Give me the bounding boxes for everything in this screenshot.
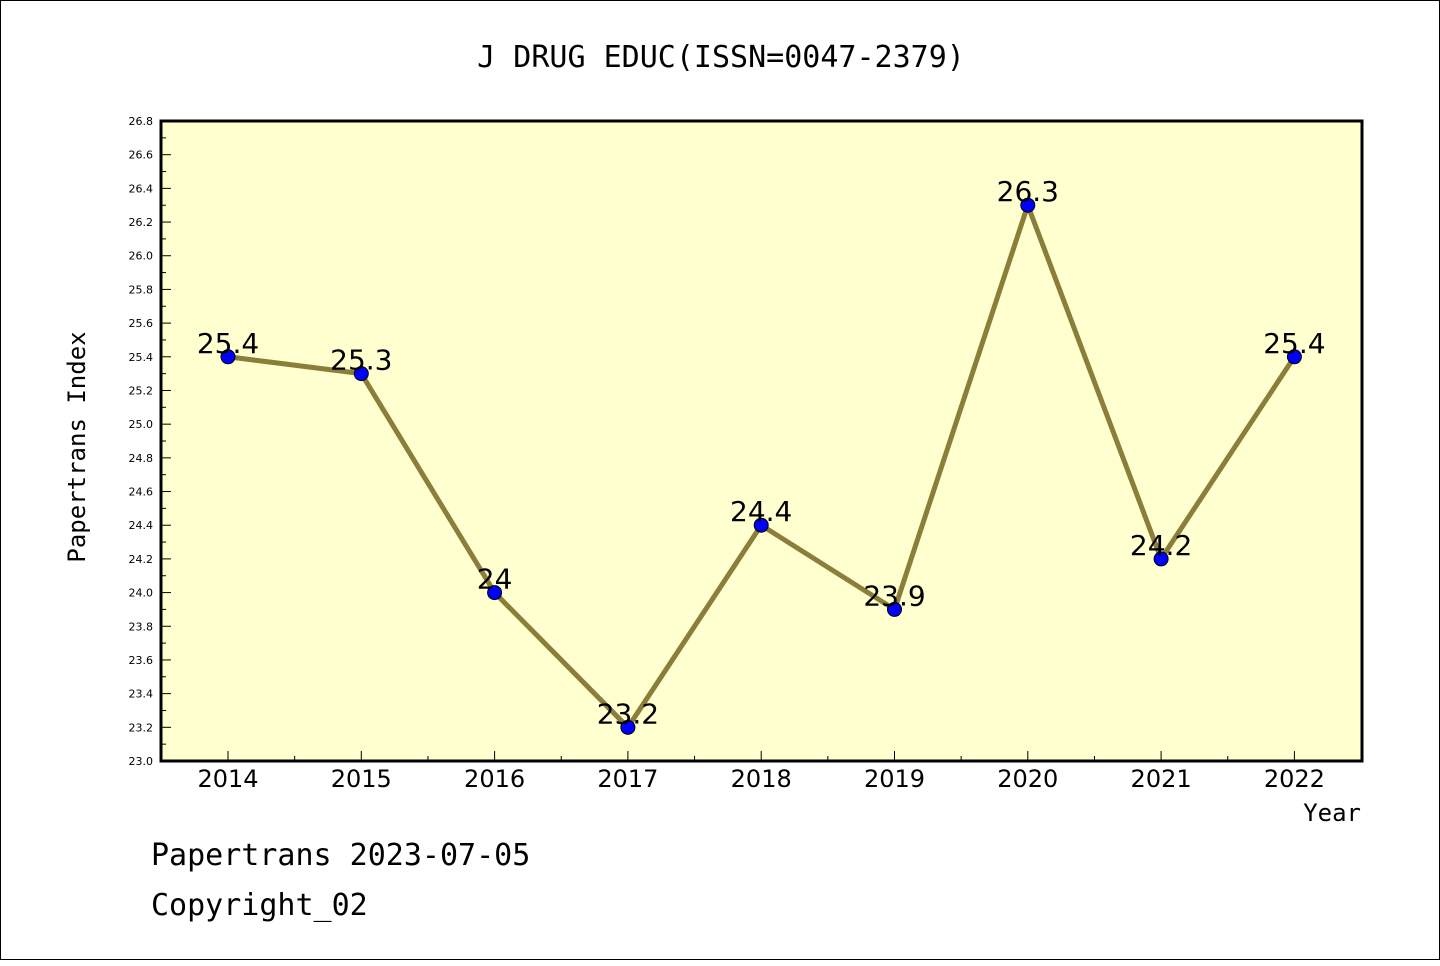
- x-axis-label: Year: [1303, 799, 1361, 827]
- y-tick-label: 26.0: [129, 250, 154, 263]
- series-group: [220, 197, 1302, 735]
- x-tick-label: 2016: [464, 765, 525, 793]
- y-axis-label: Papertrans Index: [63, 331, 91, 562]
- y-axis: 23.0 23.2 23.4 23.6 23.8 24.0 24.2 24.4 24.6 24.8…: [129, 115, 171, 768]
- x-tick-label: 2020: [997, 765, 1058, 793]
- footer-copyright: Copyright_02: [151, 888, 368, 923]
- x-tick-label: 2017: [597, 765, 658, 793]
- data-point: [1286, 349, 1302, 365]
- y-tick-label: 23.2: [129, 721, 154, 734]
- x-tick-label: 2019: [864, 765, 925, 793]
- y-tick-label: 24.0: [129, 587, 154, 600]
- data-label: 23.9: [863, 579, 925, 612]
- y-tick-label: 25.8: [129, 283, 154, 296]
- data-point: [1153, 551, 1169, 567]
- y-tick-label: 26.2: [129, 216, 154, 229]
- data-label: 25.4: [1263, 327, 1325, 360]
- x-axis: 2014 2015 2016 2017 2018 2019 2020 2021 2022: [197, 751, 1325, 793]
- data-label: 25.3: [330, 344, 392, 377]
- data-point: [353, 366, 369, 382]
- x-tick-label: 2014: [197, 765, 258, 793]
- footer-date: Papertrans 2023-07-05: [151, 838, 530, 873]
- data-label: 25.4: [197, 327, 259, 360]
- data-point: [487, 585, 503, 601]
- y-tick-label: 23.8: [129, 620, 154, 633]
- chart-title: J DRUG EDUC(ISSN=0047-2379): [477, 40, 965, 75]
- x-tick-label: 2018: [731, 765, 792, 793]
- data-point: [220, 349, 236, 365]
- x-tick-label: 2021: [1131, 765, 1192, 793]
- data-label: 24.2: [1130, 529, 1192, 562]
- data-label: 23.2: [597, 697, 659, 730]
- data-point: [1020, 197, 1036, 213]
- y-tick-label: 23.0: [129, 755, 154, 768]
- y-tick-label: 26.6: [129, 149, 154, 162]
- y-tick-label: 25.4: [129, 351, 154, 364]
- y-tick-label: 26.8: [129, 115, 154, 128]
- y-tick-label: 25.0: [129, 418, 154, 431]
- y-tick-label: 26.4: [129, 182, 154, 195]
- data-point: [753, 517, 769, 533]
- data-label: 26.3: [997, 175, 1059, 208]
- data-point: [620, 719, 636, 735]
- y-tick-label: 24.6: [129, 486, 154, 499]
- y-tick-label: 24.2: [129, 553, 154, 566]
- y-tick-label: 25.2: [129, 384, 154, 397]
- plot-area: [159, 119, 1364, 763]
- data-labels: 25.4 25.3 24 23.2 24.4 23.9 26.3 24.2 25.4: [197, 175, 1326, 730]
- data-label: 24: [477, 563, 513, 596]
- x-tick-label: 2022: [1264, 765, 1325, 793]
- y-tick-label: 23.4: [129, 688, 154, 701]
- y-tick-label: 23.6: [129, 654, 154, 667]
- y-tick-label: 25.6: [129, 317, 154, 330]
- y-tick-label: 24.8: [129, 452, 154, 465]
- x-tick-label: 2015: [331, 765, 392, 793]
- data-point: [887, 601, 902, 617]
- data-label: 24.4: [730, 495, 792, 528]
- y-tick-label: 24.4: [129, 519, 154, 532]
